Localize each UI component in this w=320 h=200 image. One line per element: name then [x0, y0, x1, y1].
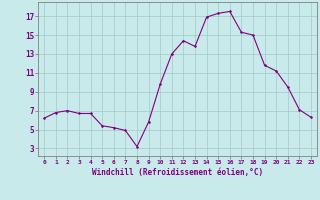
X-axis label: Windchill (Refroidissement éolien,°C): Windchill (Refroidissement éolien,°C) [92, 168, 263, 177]
